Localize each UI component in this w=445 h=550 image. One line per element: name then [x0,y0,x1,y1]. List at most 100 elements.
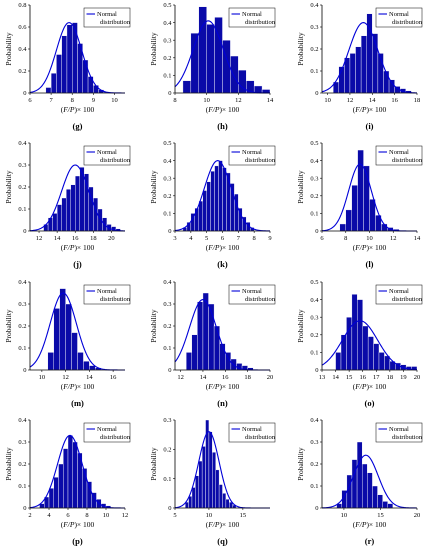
legend-label: Normal distribution [242,149,276,164]
y-tick-label: 0.2 [310,461,318,468]
x-tick-label: 12 [235,97,242,104]
legend-label-line-1: Normal [242,149,262,156]
x-tick-label: 18 [90,235,97,242]
panel-label: (i) [365,121,373,131]
x-axis-label-scale: )× 100 [366,243,386,252]
histogram-bar [225,499,230,509]
x-axis-label-scale: )× 100 [366,382,386,391]
y-axis-label: Probability [149,447,158,481]
histogram-bar [382,501,388,509]
histogram-bar [53,477,59,509]
histogram-bar [52,213,58,232]
y-tick-label: 0.1 [18,206,26,213]
x-tick-label: 9 [92,97,95,104]
x-tick-label: 16 [72,235,79,242]
y-axis-label: Probability [296,32,305,66]
legend-label-line-1: Normal [242,426,262,433]
x-tick-label: 20 [267,374,274,381]
x-axis-label: (F/P)× 100 [353,520,387,529]
x-tick-label: 12 [177,374,184,381]
x-tick-label: 15 [377,512,384,519]
x-axis-label: (F/P)× 100 [61,520,95,529]
legend-label-line-1: Normal [389,11,409,18]
y-tick-label: 0.6 [18,24,27,31]
x-axis-label-variable: F/P [62,105,75,114]
histogram-bar [335,352,342,371]
histogram-bar [48,488,54,509]
histogram-bar [208,431,213,509]
legend-label-line-1: Normal [389,426,409,433]
x-tick-label: 14 [54,235,61,242]
y-tick-label: 0.1 [18,483,26,490]
y-tick-label: 0.4 [163,20,172,27]
y-tick-label: 0.3 [310,175,318,182]
x-tick-label: 19 [400,374,407,381]
legend-label-line-2: distribution [392,296,423,303]
histogram-bar [383,70,390,94]
y-tick-label: 0 [315,505,318,512]
x-axis-label-open: ( [353,243,356,252]
histogram-bar [212,452,216,509]
y-axis-label: Probability [296,170,305,204]
x-tick-label: 16 [391,97,398,104]
y-tick-label: 0.5 [163,140,171,147]
x-axis-label-scale: )× 100 [219,520,239,529]
histogram-bar [198,460,203,509]
histogram-bar [61,35,68,94]
legend-label-line-2: distribution [392,434,423,441]
legend-box [83,284,131,305]
y-axis-label: Probability [296,447,305,481]
histogram-bar [208,303,215,371]
panel-label: (n) [217,398,228,408]
panel-label: (q) [217,536,228,546]
y-tick-label: 0.2 [163,55,171,62]
histogram-bar [194,207,199,232]
x-tick-label: 20 [414,512,421,519]
x-tick-label: 8 [173,97,176,104]
x-axis-label-variable: F/P [207,382,220,391]
x-tick-label: 15 [346,374,353,381]
legend-label-line-2: distribution [245,19,276,26]
histogram-bar [357,299,363,371]
y-tick-label: 0 [23,505,26,512]
panel-label: (l) [365,259,373,269]
y-tick-label: 0.2 [163,447,171,454]
histogram-bar [369,199,376,232]
histogram-bar [53,308,60,371]
x-axis-label-open: ( [206,105,209,114]
x-tick-label: 12 [347,97,354,104]
histogram-bar [56,54,62,94]
normal-distribution-curve [29,22,126,94]
legend-label-line-2: distribution [245,434,276,441]
y-tick-label: 0 [23,367,26,374]
y-tick-label: 0.3 [18,439,26,446]
chart-panel-j: 12 14 16 18 20 0 0.1 0.2 0.3 0.4 Probability (F/P)×… [4,140,131,269]
histogram-bar [361,463,368,509]
x-axis-label-scale: )× 100 [219,382,239,391]
y-tick-label: 0.4 [163,158,172,165]
y-tick-label: 0.5 [163,2,171,9]
histogram-bar [84,173,90,232]
chart-panel-g: 6 7 8 9 10 0 0.2 0.4 0.6 0.8 Probability (F/P)× 100… [4,2,131,131]
y-tick-label: 0.3 [310,314,318,321]
legend-label: Normal distribution [242,426,276,441]
histogram-bar [346,474,353,509]
y-tick-label: 0 [315,228,318,235]
chart-panel-l: 6 8 10 12 14 0 0.1 0.2 0.3 0.4 0.5 Probability (F/P)… [296,140,423,269]
legend-box [228,422,276,443]
histogram-bar [377,494,383,509]
histogram-bar [87,76,94,94]
x-axis-label-variable: F/P [354,105,367,114]
histogram-bar [63,448,69,509]
y-axis-label: Probability [149,32,158,66]
panel-label: (o) [365,398,375,408]
histogram-bar [185,352,192,371]
y-tick-label: 0 [23,90,26,97]
y-tick-label: 0 [168,505,171,512]
x-tick-label: 2 [28,512,31,519]
histogram-bar [82,59,89,94]
chart-panel-h: 8 10 12 14 0 0.1 0.2 0.3 0.4 0.5 Probability (F/P)×… [149,2,276,131]
x-tick-label: 5 [205,235,208,242]
y-tick-label: 0.1 [18,345,26,352]
x-axis-label-variable: F/P [207,243,220,252]
